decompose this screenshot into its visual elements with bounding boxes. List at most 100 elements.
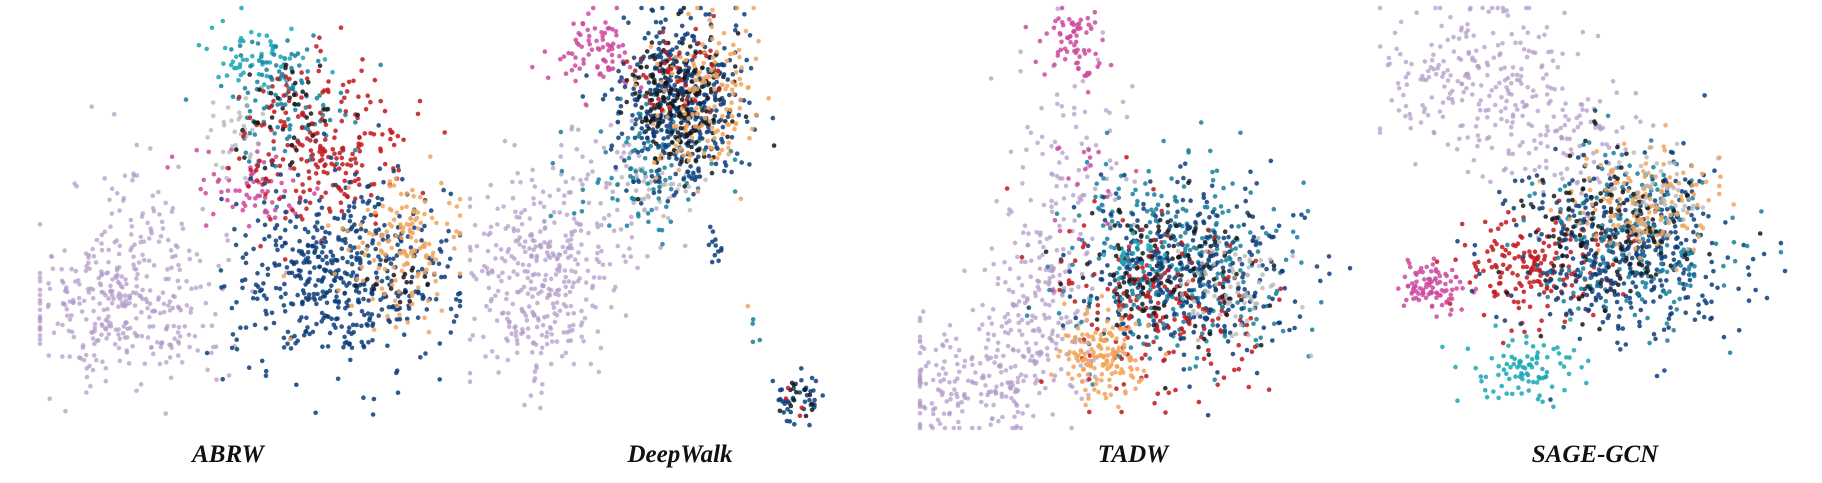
point-purple	[37, 287, 43, 293]
point-navy	[1222, 323, 1227, 329]
point-cyan	[238, 72, 244, 78]
point-navy	[359, 339, 365, 345]
point-purple	[931, 411, 936, 417]
point-purple	[563, 249, 568, 255]
point-teal	[1226, 208, 1231, 214]
point-purple	[1079, 141, 1085, 147]
point-navy	[347, 218, 353, 224]
point-purple	[167, 355, 173, 360]
point-navy	[229, 345, 235, 351]
point-orange	[730, 80, 735, 85]
point-navy	[277, 286, 283, 292]
point-purple	[618, 227, 624, 232]
point-orange	[745, 85, 751, 91]
point-red	[254, 178, 260, 183]
point-magenta	[1066, 17, 1072, 22]
point-red	[313, 171, 319, 176]
point-purple	[570, 176, 576, 181]
point-navy	[259, 358, 265, 364]
point-navy	[1241, 271, 1246, 277]
point-teal	[254, 79, 260, 85]
point-navy	[1175, 179, 1180, 185]
point-navy	[1297, 314, 1303, 319]
point-orange	[658, 152, 664, 157]
point-navy	[366, 198, 372, 204]
point-black	[1124, 293, 1130, 298]
point-purple	[1020, 165, 1026, 170]
point-gray	[1195, 311, 1200, 317]
point-purple	[1063, 269, 1068, 275]
point-red	[299, 125, 305, 131]
point-teal	[1248, 190, 1253, 195]
point-navy	[673, 171, 678, 177]
point-navy	[1270, 338, 1275, 343]
point-orange	[709, 157, 714, 162]
point-purple	[1032, 328, 1037, 333]
point-navy	[711, 82, 717, 87]
point-purple	[588, 159, 594, 164]
point-purple	[139, 333, 145, 339]
point-teal	[1130, 191, 1135, 197]
point-purple	[109, 186, 115, 191]
point-teal	[248, 63, 253, 69]
point-navy	[346, 208, 351, 214]
point-red	[270, 84, 275, 89]
point-purple	[947, 323, 953, 328]
point-purple	[557, 308, 563, 314]
point-red	[259, 123, 265, 128]
point-navy	[1249, 252, 1254, 258]
point-red	[1157, 318, 1163, 324]
point-navy	[734, 151, 740, 156]
point-navy	[293, 224, 299, 230]
point-orange	[1086, 340, 1091, 346]
point-purple	[959, 400, 964, 405]
point-navy	[1267, 233, 1272, 239]
point-orange	[1082, 351, 1088, 357]
point-purple	[539, 332, 545, 338]
point-gray	[1308, 353, 1314, 359]
point-purple	[1015, 379, 1020, 385]
point-red	[246, 184, 251, 189]
point-orange	[729, 87, 735, 93]
point-navy	[389, 278, 394, 284]
point-purple	[566, 279, 572, 284]
point-red	[1095, 310, 1100, 316]
point-purple	[1422, 106, 1428, 111]
point-teal	[1187, 366, 1193, 372]
point-red	[304, 159, 310, 164]
point-purple	[1033, 341, 1039, 346]
point-navy	[584, 73, 589, 78]
point-navy	[1230, 260, 1236, 266]
point-purple	[128, 325, 133, 331]
point-teal	[1099, 202, 1105, 208]
point-black	[698, 101, 703, 106]
point-purple	[1491, 55, 1497, 60]
point-navy	[720, 139, 725, 145]
point-black	[1163, 385, 1168, 391]
point-navy	[283, 291, 288, 297]
point-purple	[619, 155, 624, 160]
point-red	[308, 148, 314, 153]
point-purple	[225, 238, 230, 243]
point-navy	[1206, 279, 1212, 285]
point-purple	[156, 189, 161, 195]
point-orange	[689, 135, 695, 140]
point-purple	[1014, 389, 1020, 394]
point-purple	[938, 379, 943, 384]
point-teal	[626, 155, 632, 161]
point-purple	[549, 332, 554, 337]
point-gray	[1228, 284, 1233, 290]
point-orange	[1084, 306, 1090, 312]
point-purple	[962, 391, 967, 397]
point-cyan	[209, 25, 215, 31]
point-navy	[1279, 268, 1285, 274]
point-purple	[1132, 179, 1137, 184]
point-red	[1140, 227, 1145, 233]
point-purple	[47, 286, 53, 292]
point-orange	[346, 185, 351, 190]
point-black	[679, 159, 684, 165]
point-gray	[210, 100, 216, 105]
point-teal	[645, 181, 650, 186]
point-purple	[1070, 192, 1076, 198]
point-purple	[132, 242, 137, 247]
